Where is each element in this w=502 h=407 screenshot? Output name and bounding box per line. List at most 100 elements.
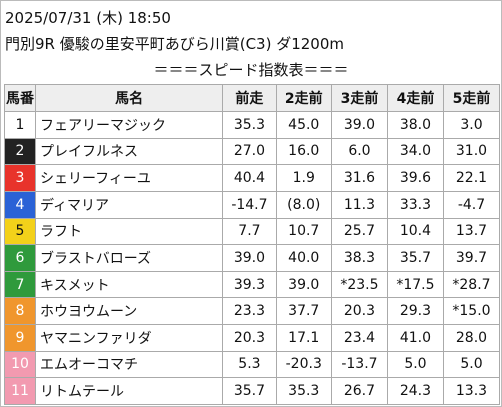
speed-index: 31.6 [330, 164, 388, 192]
speed-index: 17.1 [275, 324, 332, 352]
column-header: 馬番 [4, 84, 36, 112]
speed-index: 39.0 [330, 111, 388, 139]
speed-index: 6.0 [330, 137, 388, 166]
horse-name: キスメット [34, 270, 224, 299]
speed-index: 28.0 [442, 324, 501, 352]
speed-index: 1.9 [275, 164, 332, 192]
speed-index: 20.3 [222, 324, 277, 352]
table-row: 9 ヤマニンファリダ 20.3 17.1 23.4 41.0 28.0 [4, 324, 501, 352]
datetime: 2025/07/31 (木) 18:50 [5, 9, 171, 27]
speed-index: 39.6 [386, 164, 444, 192]
horse-name: ヤマニンファリダ [34, 324, 224, 352]
race-info: 門別9R 優駿の里安平町あびら川賞(C3) ダ1200m [5, 35, 345, 53]
horse-number: 4 [4, 190, 36, 219]
speed-index: *23.5 [330, 270, 388, 299]
horse-number: 5 [4, 217, 36, 246]
speed-index: 39.0 [275, 270, 332, 299]
speed-index: 16.0 [275, 137, 332, 166]
speed-index: -20.3 [275, 350, 332, 379]
speed-index: 40.0 [275, 244, 332, 272]
table-row: 8 ホウヨウムーン 23.3 37.7 20.3 29.3 *15.0 [4, 297, 501, 325]
horse-name: フェアリーマジック [34, 111, 224, 139]
horse-name: ディマリア [34, 190, 224, 219]
horse-name: シェリーフィーユ [34, 164, 224, 192]
speed-index: 5.3 [222, 350, 277, 379]
horse-number: 7 [4, 270, 36, 299]
speed-index: 3.0 [442, 111, 501, 139]
speed-index: 35.3 [222, 111, 277, 139]
horse-number: 10 [4, 350, 36, 379]
speed-index: 13.7 [442, 217, 501, 246]
speed-index: 39.7 [442, 244, 501, 272]
speed-index: 35.7 [386, 244, 444, 272]
table-row: 6 ブラストバローズ 39.0 40.0 38.3 35.7 39.7 [4, 244, 501, 272]
speed-index: 10.7 [275, 217, 332, 246]
column-header: 5走前 [442, 84, 501, 112]
speed-index: 27.0 [222, 137, 277, 166]
table-row: 2 プレイフルネス 27.0 16.0 6.0 34.0 31.0 [4, 137, 501, 166]
speed-index: *17.5 [386, 270, 444, 299]
speed-index: 40.4 [222, 164, 277, 192]
speed-index: 38.0 [386, 111, 444, 139]
speed-index: -14.7 [222, 190, 277, 219]
speed-index: 35.7 [222, 377, 277, 405]
column-header: 2走前 [275, 84, 332, 112]
column-header: 馬名 [34, 84, 224, 112]
speed-index: 25.7 [330, 217, 388, 246]
speed-index: 5.0 [442, 350, 501, 379]
table-row: 1 フェアリーマジック 35.3 45.0 39.0 38.0 3.0 [4, 111, 501, 139]
table-title: ＝＝＝スピード指数表＝＝＝ [153, 61, 349, 79]
speed-index: 35.3 [275, 377, 332, 405]
speed-index: 13.3 [442, 377, 501, 405]
speed-index: 38.3 [330, 244, 388, 272]
table-row: 5 ラフト 7.7 10.7 25.7 10.4 13.7 [4, 217, 501, 246]
speed-index: 41.0 [386, 324, 444, 352]
speed-index: 10.4 [386, 217, 444, 246]
horse-name: ラフト [34, 217, 224, 246]
speed-index: 34.0 [386, 137, 444, 166]
horse-name: リトムテール [34, 377, 224, 405]
speed-index: 26.7 [330, 377, 388, 405]
column-header: 3走前 [330, 84, 388, 112]
horse-number: 2 [4, 137, 36, 166]
table-row: 10 エムオーコマチ 5.3 -20.3 -13.7 5.0 5.0 [4, 350, 501, 379]
speed-index: 22.1 [442, 164, 501, 192]
speed-index: 24.3 [386, 377, 444, 405]
horse-number: 6 [4, 244, 36, 272]
horse-name: エムオーコマチ [34, 350, 224, 379]
horse-number: 3 [4, 164, 36, 192]
speed-index: 37.7 [275, 297, 332, 325]
speed-index: 20.3 [330, 297, 388, 325]
table-row: 3 シェリーフィーユ 40.4 1.9 31.6 39.6 22.1 [4, 164, 501, 192]
speed-index: 45.0 [275, 111, 332, 139]
speed-index: 39.0 [222, 244, 277, 272]
column-header: 前走 [222, 84, 277, 112]
horse-number: 11 [4, 377, 36, 405]
horse-name: ホウヨウムーン [34, 297, 224, 325]
speed-index: *28.7 [442, 270, 501, 299]
speed-index: 39.3 [222, 270, 277, 299]
speed-index: 11.3 [330, 190, 388, 219]
speed-table: 馬番 馬名 前走 2走前 3走前 4走前 5走前 1 フェアリーマジック 35.3 45.0 39.0… [4, 84, 501, 405]
table-row: 4 ディマリア -14.7 (8.0) 11.3 33.3 -4.7 [4, 190, 501, 219]
speed-index: 31.0 [442, 137, 501, 166]
speed-index: 23.4 [330, 324, 388, 352]
speed-index: (8.0) [275, 190, 332, 219]
horse-number: 1 [4, 111, 36, 139]
horse-name: ブラストバローズ [34, 244, 224, 272]
horse-name: プレイフルネス [34, 137, 224, 166]
speed-index: 7.7 [222, 217, 277, 246]
column-header: 4走前 [386, 84, 444, 112]
table-row: 11 リトムテール 35.7 35.3 26.7 24.3 13.3 [4, 377, 501, 405]
speed-index: -13.7 [330, 350, 388, 379]
speed-index: 23.3 [222, 297, 277, 325]
speed-index: *15.0 [442, 297, 501, 325]
speed-index: 33.3 [386, 190, 444, 219]
speed-index: -4.7 [442, 190, 501, 219]
horse-number: 9 [4, 324, 36, 352]
speed-index: 5.0 [386, 350, 444, 379]
horse-number: 8 [4, 297, 36, 325]
speed-index: 29.3 [386, 297, 444, 325]
table-row: 7 キスメット 39.3 39.0 *23.5 *17.5 *28.7 [4, 270, 501, 299]
